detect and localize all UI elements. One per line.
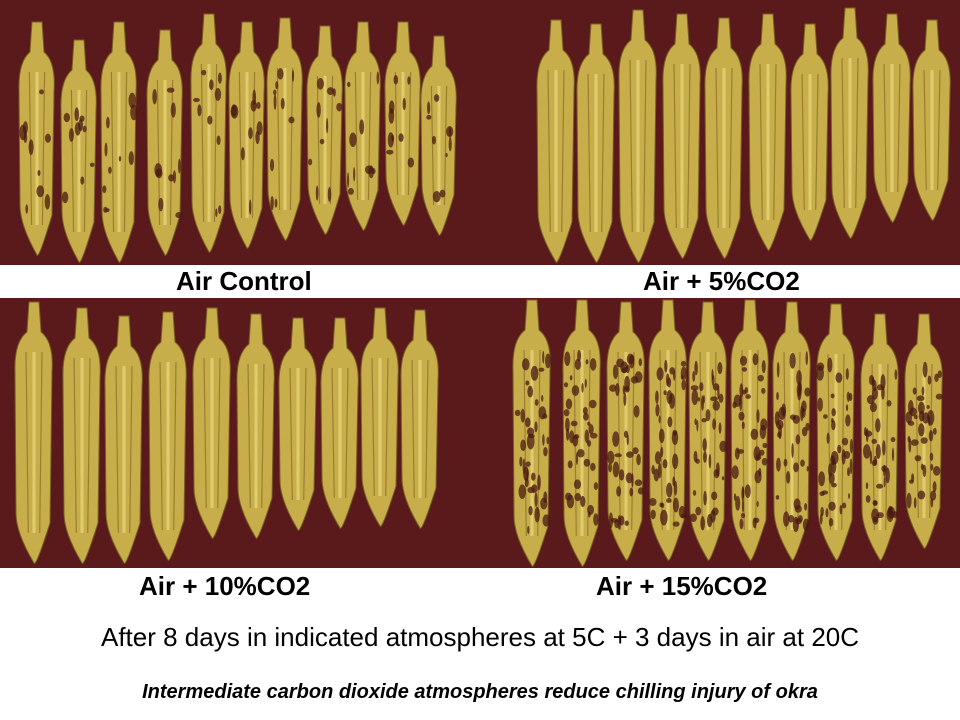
caption-main: After 8 days in indicated atmospheres at… bbox=[100, 622, 860, 652]
okra-pod bbox=[400, 309, 439, 529]
okra-pod bbox=[62, 307, 101, 564]
okra-photo-air-10co2 bbox=[14, 301, 439, 564]
label-band bbox=[0, 265, 960, 298]
okra-pod bbox=[576, 23, 615, 263]
okra-pod bbox=[306, 25, 343, 235]
okra-pod bbox=[100, 21, 138, 263]
label-air-15co2: Air + 15%CO2 bbox=[596, 571, 768, 601]
okra-pod bbox=[512, 299, 551, 567]
panel-air-5co2-photo bbox=[472, 0, 960, 265]
okra-pod bbox=[872, 13, 911, 223]
panel-air-15co2-photo bbox=[472, 298, 960, 568]
label-air-5co2: Air + 5%CO2 bbox=[643, 266, 800, 296]
label-air-control: Air Control bbox=[176, 266, 312, 296]
okra-pod bbox=[830, 7, 869, 239]
okra-pod bbox=[266, 17, 303, 241]
okra-pod bbox=[192, 307, 231, 539]
okra-pod bbox=[748, 13, 787, 251]
okra-pod bbox=[104, 315, 143, 564]
okra-pod bbox=[772, 301, 811, 561]
okra-pod bbox=[912, 19, 951, 221]
okra-pod bbox=[688, 301, 727, 561]
okra-pod bbox=[562, 299, 601, 567]
okra-pod bbox=[344, 21, 381, 231]
okra-photo-air-5co2 bbox=[536, 7, 951, 263]
okra-photo-air-15co2 bbox=[512, 299, 943, 567]
okra-pod bbox=[618, 9, 657, 263]
okra-pod bbox=[790, 23, 829, 241]
okra-pod bbox=[236, 313, 275, 539]
okra-pod bbox=[228, 21, 265, 249]
okra-pod bbox=[704, 17, 743, 259]
okra-pod bbox=[648, 299, 688, 561]
okra-pod bbox=[278, 317, 317, 531]
panel-air-control-photo bbox=[0, 0, 488, 265]
okra-pod bbox=[60, 39, 97, 263]
okra-pod bbox=[146, 29, 183, 256]
panel-air-10co2-photo bbox=[0, 298, 488, 568]
okra-pod bbox=[360, 307, 399, 527]
okra-pod bbox=[420, 35, 457, 236]
okra-pod bbox=[384, 21, 421, 226]
okra-pod bbox=[190, 13, 227, 253]
caption-sub: Intermediate carbon dioxide atmospheres … bbox=[142, 681, 818, 703]
okra-photo-air-control bbox=[18, 13, 457, 263]
okra-pod bbox=[816, 303, 855, 561]
okra-pod bbox=[14, 301, 53, 564]
label-air-10co2: Air + 10%CO2 bbox=[139, 571, 311, 601]
okra-pod bbox=[730, 299, 769, 561]
okra-pod bbox=[860, 313, 899, 561]
okra-pod bbox=[148, 311, 187, 561]
okra-pod bbox=[606, 301, 645, 561]
okra-pod bbox=[320, 317, 359, 529]
okra-pod bbox=[536, 19, 575, 263]
okra-pod bbox=[904, 313, 943, 549]
okra-pod bbox=[18, 21, 55, 256]
okra-pod bbox=[662, 13, 701, 259]
